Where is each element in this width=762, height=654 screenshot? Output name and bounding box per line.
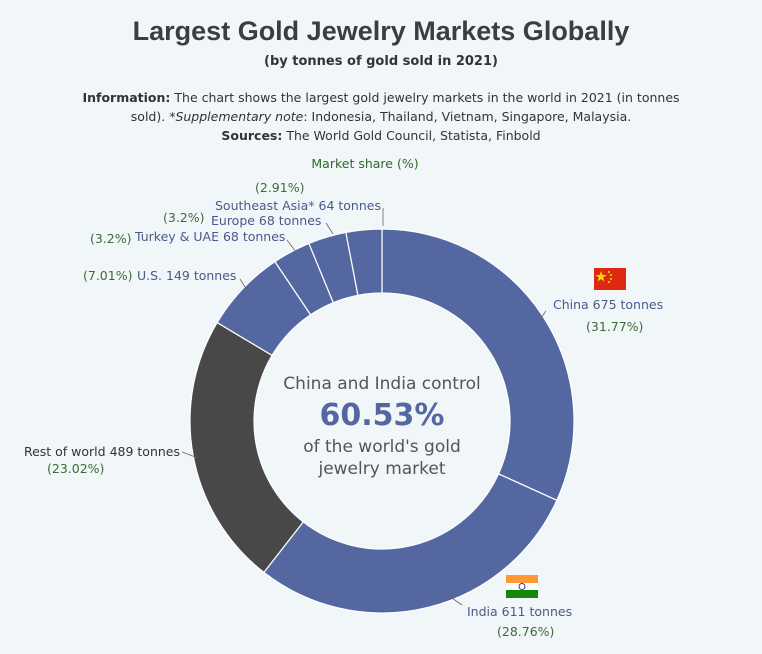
china-flag-icon [594,268,626,290]
slice-china [381,228,575,502]
label-turkey-uae: Turkey & UAE 68 tonnes [134,229,285,244]
chart-subtitle: (by tonnes of gold sold in 2021) [264,54,498,69]
leader-line-china [537,310,547,323]
donut-slices [189,228,575,614]
india-flag-icon [506,575,538,598]
share-india: (28.76%) [497,624,554,639]
center-line-1: China and India control [283,374,480,394]
label-europe: Europe 68 tonnes [211,213,321,228]
slice-india [263,473,558,614]
label-india: India 611 tonnes [467,604,572,619]
label-rest-of-world: Rest of world 489 tonnes [24,444,180,459]
share-europe: (3.2%) [163,210,205,225]
leader-line-india [445,593,463,606]
slice-southeast-asia [345,228,383,296]
label-southeast-asia: Southeast Asia* 64 tonnes [215,198,381,213]
share-china: (31.77%) [586,319,643,334]
leader-line-europe [325,222,334,235]
center-line-3: jewelry market [317,459,445,479]
legend-title: Market share (%) [311,156,418,171]
leader-line-rest-of-world [181,451,199,459]
center-value: 60.53% [320,398,445,433]
info-block: Information: The chart shows the largest… [80,88,682,145]
slice-rest-of-world [189,321,305,574]
share-southeast-asia: (2.91%) [255,180,304,195]
info-text: The chart shows the largest gold jewelry… [130,90,680,124]
share-us: (7.01%) [83,268,132,283]
leader-line-us [239,278,248,291]
leader-line-turkey-uae [286,239,297,253]
chart-title: Largest Gold Jewelry Markets Globally [132,16,630,46]
note-label: *Supplementary note [169,109,304,124]
share-turkey-uae: (3.2%) [90,231,132,246]
info-label: Information: [82,90,171,105]
share-rest-of-world: (23.02%) [47,461,104,476]
label-us: U.S. 149 tonnes [137,268,236,283]
label-china: China 675 tonnes [553,297,663,312]
center-line-2: of the world's gold [303,437,461,457]
leader-lines [181,208,547,606]
note-text: : Indonesia, Thailand, Vietnam, Singapor… [303,109,632,124]
sources-text: The World Gold Council, Statista, Finbol… [282,128,541,143]
sources-label: Sources: [221,128,283,143]
